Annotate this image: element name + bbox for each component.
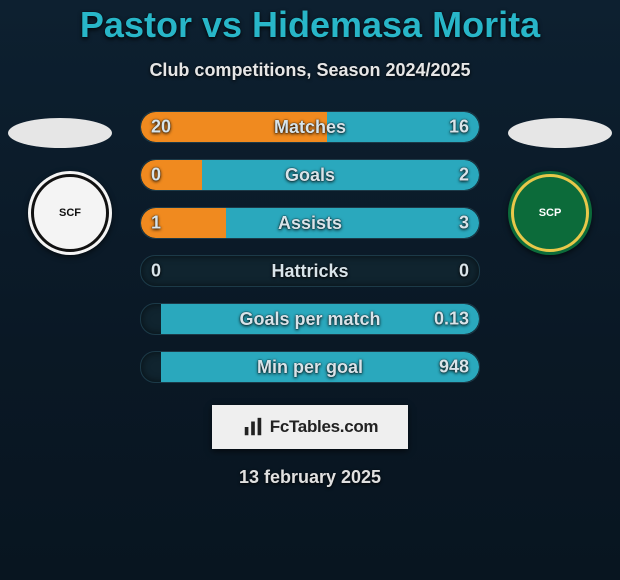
brand-text: FcTables.com: [270, 417, 379, 437]
player-right-ellipse: [508, 118, 612, 148]
stat-label: Matches: [274, 117, 346, 138]
stat-value-right: 16: [449, 117, 469, 138]
stat-row: 948 Min per goal: [140, 351, 480, 383]
stat-value-left: 20: [151, 117, 171, 138]
club-badge-left: SCF: [28, 171, 112, 255]
stat-label: Assists: [278, 213, 342, 234]
chart-icon: [242, 416, 264, 438]
stat-value-right: 0: [459, 261, 469, 282]
stat-label: Goals per match: [239, 309, 380, 330]
player-left-ellipse: [8, 118, 112, 148]
stat-value-right: 0.13: [434, 309, 469, 330]
stat-row-fill-right: [202, 160, 479, 190]
stat-value-left: 1: [151, 213, 161, 234]
stat-row: 0 2 Goals: [140, 159, 480, 191]
stat-rows: 20 16 Matches 0 2 Goals 1 3 Assists 0 0 Hattricks 0.…: [140, 111, 480, 383]
stat-row-fill-right: [226, 208, 480, 238]
stat-value-right: 2: [459, 165, 469, 186]
stat-value-left: 0: [151, 165, 161, 186]
page-subtitle: Club competitions, Season 2024/2025: [149, 60, 470, 81]
stat-row: 0.13 Goals per match: [140, 303, 480, 335]
stat-value-right: 3: [459, 213, 469, 234]
stat-label: Goals: [285, 165, 335, 186]
stat-row: 0 0 Hattricks: [140, 255, 480, 287]
page-title: Pastor vs Hidemasa Morita: [80, 4, 540, 46]
comparison-card: Pastor vs Hidemasa Morita Club competiti…: [0, 0, 620, 580]
stat-value-left: 0: [151, 261, 161, 282]
snapshot-date: 13 february 2025: [239, 467, 381, 488]
stat-value-right: 948: [439, 357, 469, 378]
club-badge-right: SCP: [508, 171, 592, 255]
chart-area: SCF SCP 20 16 Matches 0 2 Goals 1 3 Assists 0 0 Hat…: [0, 111, 620, 383]
stat-row: 20 16 Matches: [140, 111, 480, 143]
brand-badge: FcTables.com: [212, 405, 408, 449]
stat-label: Hattricks: [271, 261, 348, 282]
stat-row: 1 3 Assists: [140, 207, 480, 239]
stat-label: Min per goal: [257, 357, 363, 378]
